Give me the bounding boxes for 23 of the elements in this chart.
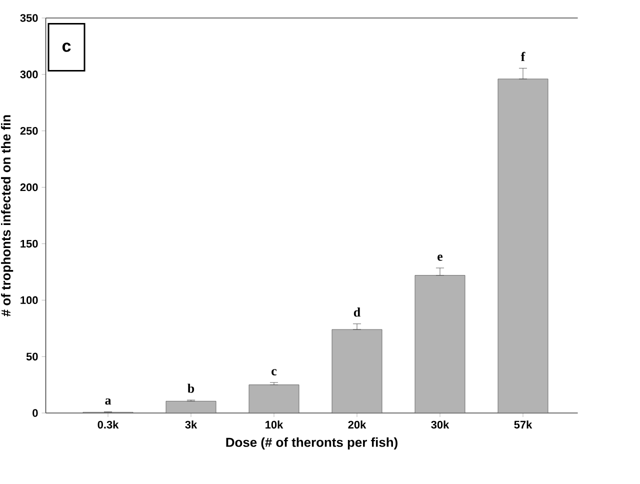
y-tick-label: 0 xyxy=(32,409,38,417)
x-tick-label: 57k xyxy=(514,420,532,429)
x-axis-title: Dose (# of theronts per fish) xyxy=(226,437,398,450)
x-tick-label: 3k xyxy=(185,420,198,429)
data-label: a xyxy=(105,398,112,405)
data-label: b xyxy=(188,384,194,393)
y-tick-label: 300 xyxy=(20,70,38,78)
x-tick-label: 20k xyxy=(348,420,366,429)
data-label: d xyxy=(354,308,360,317)
x-tick-label: 30k xyxy=(431,420,450,429)
y-axis-title: # of trophonts infected on the fin xyxy=(1,115,14,316)
y-tick-label: 250 xyxy=(20,126,38,135)
y-tick-label: 100 xyxy=(20,296,38,304)
annotation: c xyxy=(62,42,71,52)
data-label: e xyxy=(438,254,443,261)
y-tick-label: 50 xyxy=(26,352,38,360)
y-tick-label: 200 xyxy=(20,183,38,192)
data-label: f xyxy=(520,52,526,62)
x-tick-label: 10k xyxy=(266,420,284,429)
data-label: c xyxy=(272,369,277,376)
y-tick-label: 350 xyxy=(20,14,38,22)
x-tick-label: 0.3k xyxy=(98,420,119,429)
y-tick-label: 150 xyxy=(20,240,38,248)
